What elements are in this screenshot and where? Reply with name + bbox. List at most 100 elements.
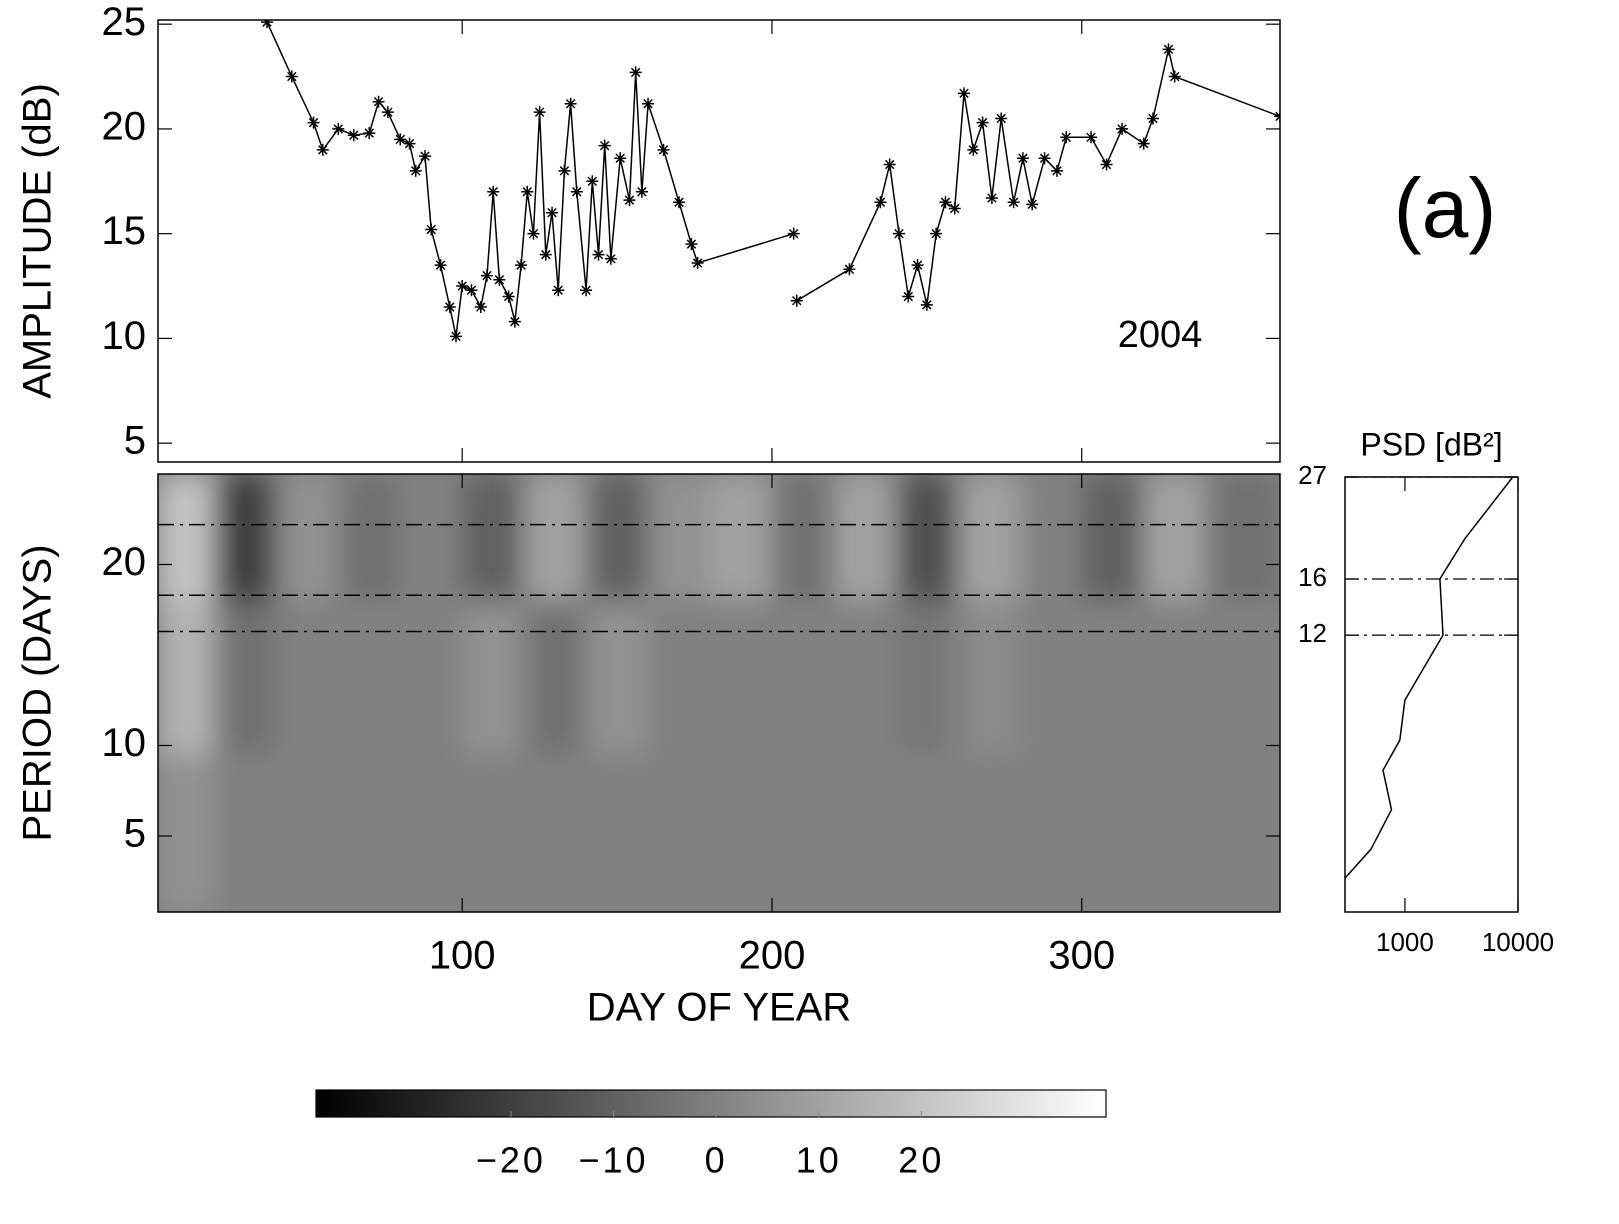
y-tick-label: 27 <box>1298 460 1327 490</box>
x-axis-label: DAY OF YEAR <box>587 986 852 1030</box>
heatmap-cell <box>1205 600 1280 755</box>
heatmap-cell <box>1205 474 1280 601</box>
asterisk-marker <box>1274 110 1280 123</box>
asterisk-marker <box>673 196 686 209</box>
asterisk-marker <box>995 112 1008 125</box>
asterisk-marker <box>493 273 506 286</box>
asterisk-marker <box>1038 152 1051 165</box>
heatmap-cell <box>833 754 897 912</box>
asterisk-marker <box>614 152 627 165</box>
asterisk-marker <box>474 300 487 313</box>
asterisk-marker <box>657 143 670 156</box>
y-tick-label: 20 <box>102 540 147 584</box>
heatmap-cell <box>1081 754 1145 912</box>
asterisk-marker <box>487 185 500 198</box>
asterisk-marker <box>372 95 385 108</box>
heatmap-cell <box>158 754 215 912</box>
x-tick-label: 10000 <box>1482 927 1554 957</box>
heatmap-cell <box>1019 600 1083 755</box>
asterisk-marker <box>533 106 546 119</box>
asterisk-marker <box>419 150 432 163</box>
heatmap-cell <box>710 600 773 755</box>
asterisk-marker <box>261 20 274 29</box>
heatmap-cell <box>1081 474 1145 601</box>
heatmap-cell <box>400 474 463 601</box>
asterisk-marker <box>1162 43 1175 56</box>
heatmap-cell <box>957 474 1021 601</box>
heatmap-cell <box>586 474 649 601</box>
asterisk-marker <box>691 256 704 269</box>
x-tick-label: 200 <box>739 934 806 978</box>
asterisk-marker <box>976 116 989 129</box>
heatmap-cell <box>1143 474 1207 601</box>
colorbar <box>315 1089 1107 1118</box>
asterisk-marker <box>948 202 961 215</box>
panel-label: (a) <box>1394 161 1497 255</box>
asterisk-marker <box>434 259 447 272</box>
heatmap-cells <box>158 474 1280 912</box>
y-tick-label: 5 <box>124 419 146 463</box>
asterisk-marker <box>394 133 407 146</box>
asterisk-marker <box>521 185 534 198</box>
panel-title: PSD [dB²] <box>1360 426 1502 462</box>
asterisk-marker <box>1100 158 1113 171</box>
asterisk-marker <box>508 315 521 328</box>
asterisk-marker <box>539 248 552 261</box>
asterisk-marker <box>546 206 559 219</box>
heatmap-cell <box>833 474 897 601</box>
heatmap-cell <box>276 600 339 755</box>
heatmap-cell <box>895 600 959 755</box>
x-tick-label: 100 <box>429 934 496 978</box>
asterisk-marker <box>958 87 971 100</box>
asterisk-marker <box>1137 137 1150 150</box>
asterisk-marker <box>1026 198 1039 211</box>
asterisk-marker <box>558 164 571 177</box>
asterisk-marker <box>592 248 605 261</box>
heatmap-cell <box>338 474 401 601</box>
colorbar-tick-label: 0 <box>705 1140 728 1181</box>
asterisk-marker <box>598 139 611 152</box>
heatmap-cell <box>895 754 959 912</box>
asterisk-marker <box>409 164 422 177</box>
asterisk-marker <box>403 137 416 150</box>
heatmap-cell <box>895 474 959 601</box>
asterisk-marker <box>307 116 320 129</box>
asterisk-marker <box>316 143 329 156</box>
asterisk-marker <box>586 175 599 188</box>
plot-frame <box>157 19 1281 463</box>
y-axis-label: PERIOD (DAYS) <box>16 544 60 841</box>
y-tick-label: 12 <box>1298 618 1327 648</box>
asterisk-marker <box>450 330 463 343</box>
heatmap-cell <box>338 754 401 912</box>
heatmap-cell <box>338 600 401 755</box>
asterisk-marker <box>381 106 394 119</box>
y-tick-label: 25 <box>102 0 147 44</box>
heatmap-cell <box>648 754 711 912</box>
plot-area <box>261 20 1280 343</box>
y-tick-label: 10 <box>102 721 147 765</box>
y-tick-label: 10 <box>102 314 147 358</box>
asterisk-marker <box>456 280 469 293</box>
asterisk-marker <box>1050 164 1063 177</box>
heatmap-cell <box>771 474 835 601</box>
asterisk-marker <box>347 129 360 142</box>
heatmap-cell <box>462 474 525 601</box>
asterisk-marker <box>564 97 577 110</box>
y-tick-label: 15 <box>102 209 147 253</box>
heatmap-cell <box>1143 754 1207 912</box>
asterisk-marker <box>443 300 456 313</box>
asterisk-marker <box>967 143 980 156</box>
asterisk-marker <box>685 238 698 251</box>
y-tick-label: 5 <box>124 812 146 856</box>
asterisk-marker <box>623 194 636 207</box>
heatmap-cell <box>214 600 277 755</box>
line <box>266 21 1280 337</box>
heatmap-cell <box>710 754 773 912</box>
heatmap-cell <box>586 600 649 755</box>
asterisk-marker <box>1016 152 1029 165</box>
heatmap-cell <box>771 754 835 912</box>
asterisk-marker <box>480 269 493 282</box>
asterisk-marker <box>629 66 642 79</box>
